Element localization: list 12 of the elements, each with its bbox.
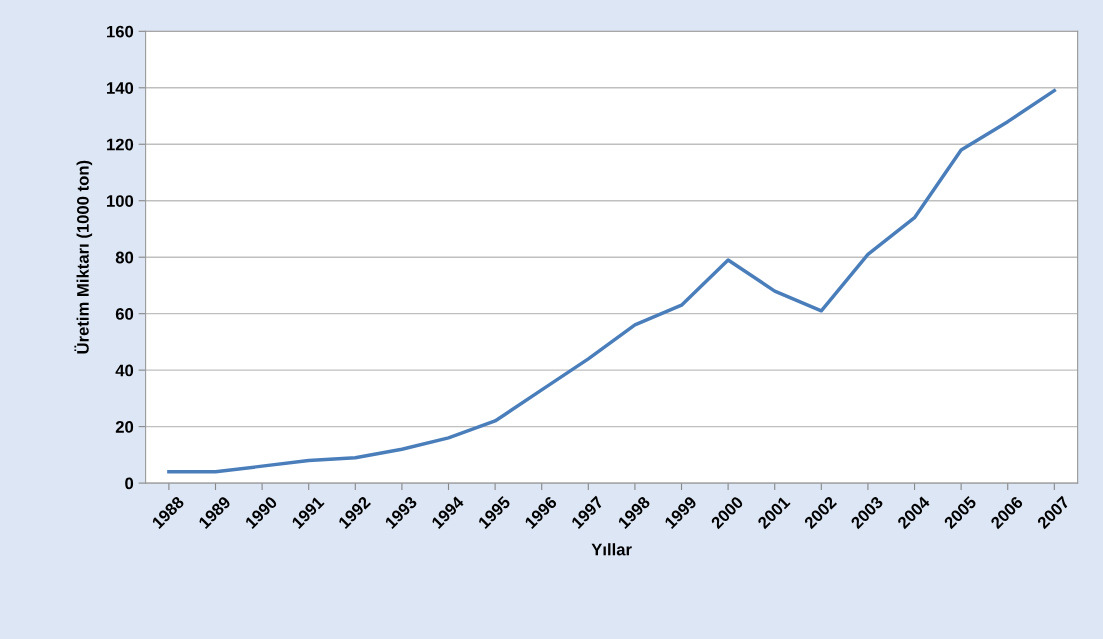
y-tick-label: 0 (125, 477, 134, 490)
y-tick-label: 60 (115, 308, 134, 320)
y-tick-label: 160 (107, 25, 134, 38)
y-tick-label: 80 (115, 251, 134, 264)
y-tick-label: 140 (107, 82, 134, 94)
y-tick-label: 20 (115, 421, 134, 433)
x-axis-title: Yıllar (591, 543, 632, 556)
y-tick-label: 120 (107, 138, 134, 151)
line-series (167, 88, 1057, 474)
y-tick-label: 100 (107, 195, 134, 207)
y-axis-title: Üretim Miktarı (1000 ton) (74, 160, 93, 354)
y-tick-label: 40 (115, 364, 134, 377)
